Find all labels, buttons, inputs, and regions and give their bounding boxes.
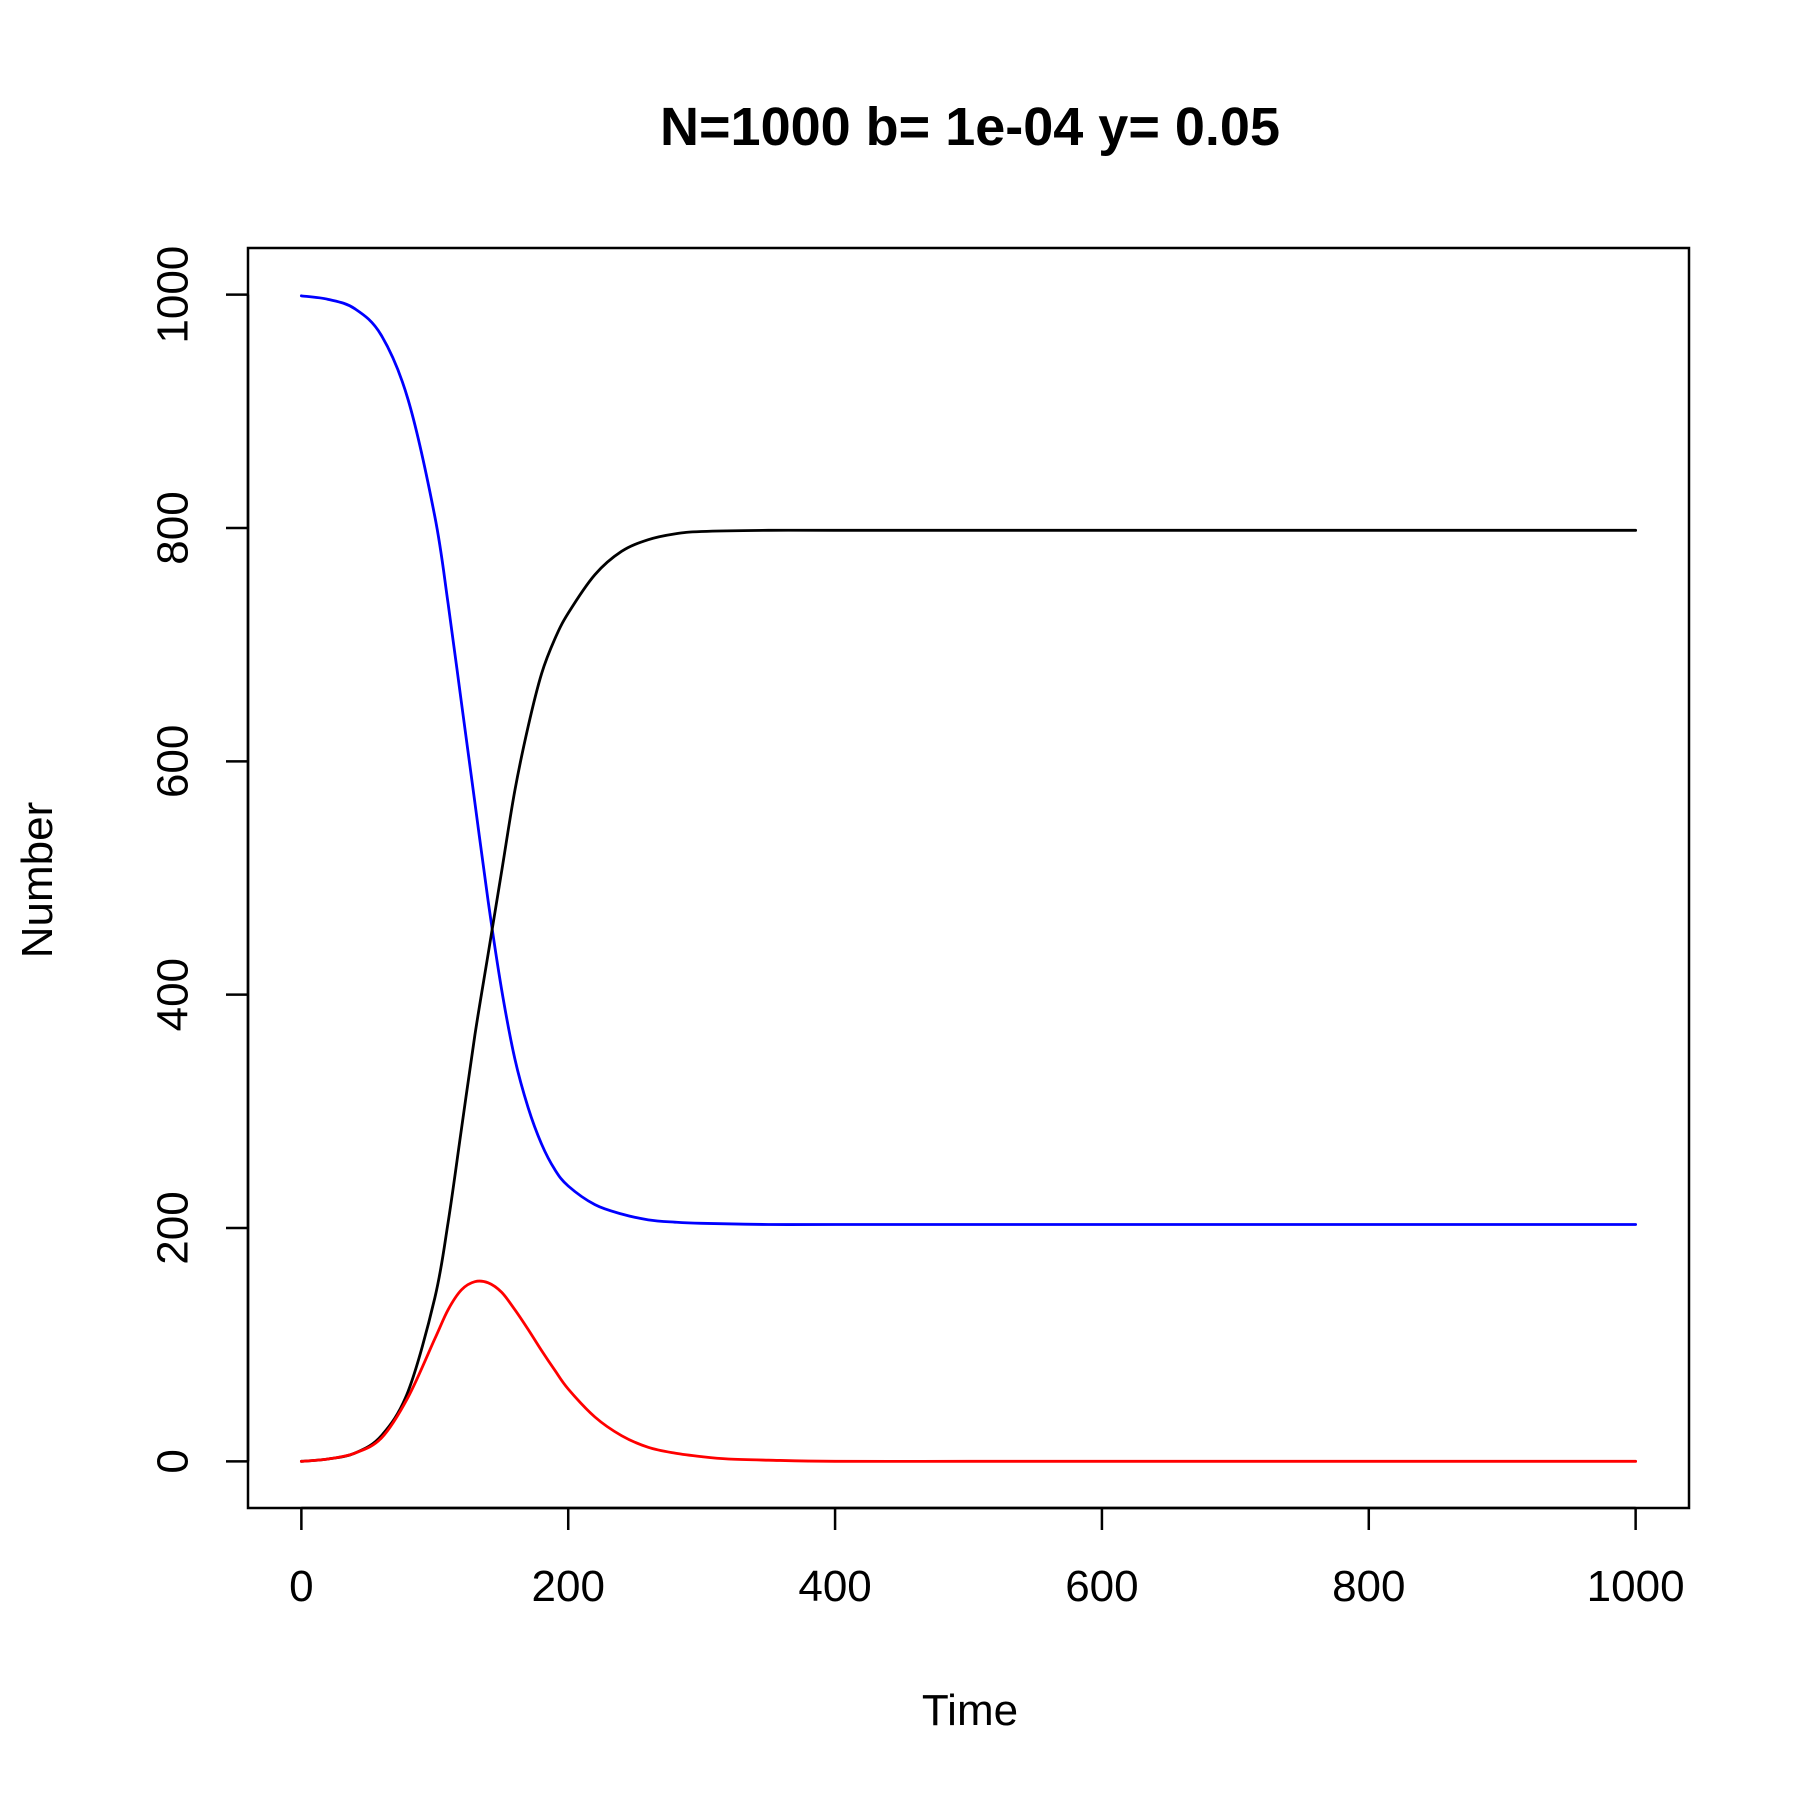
x-tick-label: 1000 [1587, 1562, 1685, 1611]
series-group [299, 294, 1638, 1463]
y-tick-label: 400 [149, 958, 198, 1031]
x-tick-label: 200 [532, 1562, 605, 1611]
plot-frame [246, 246, 1691, 1510]
series-line-0 [299, 294, 1638, 1226]
x-axis: 0 200 400 600 800 1000 [289, 1506, 1685, 1611]
x-tick-label: 600 [1065, 1562, 1138, 1611]
chart-title: N=1000 b= 1e-04 y= 0.05 [660, 97, 1280, 157]
x-tick-label: 0 [289, 1562, 313, 1611]
y-tick-label: 200 [149, 1191, 198, 1264]
x-axis-label: Time [922, 1686, 1018, 1735]
series-line-1 [299, 528, 1638, 1463]
y-tick-label: 800 [149, 491, 198, 564]
y-tick-label: 1000 [149, 246, 198, 344]
x-tick-label: 400 [798, 1562, 871, 1611]
y-tick-label: 600 [149, 725, 198, 798]
series-line-2 [299, 1279, 1638, 1463]
y-axis: 0 200 400 600 800 1000 [149, 246, 250, 1474]
x-tick-label: 800 [1332, 1562, 1405, 1611]
y-axis-label: Number [13, 802, 62, 959]
y-tick-label: 0 [149, 1449, 198, 1473]
